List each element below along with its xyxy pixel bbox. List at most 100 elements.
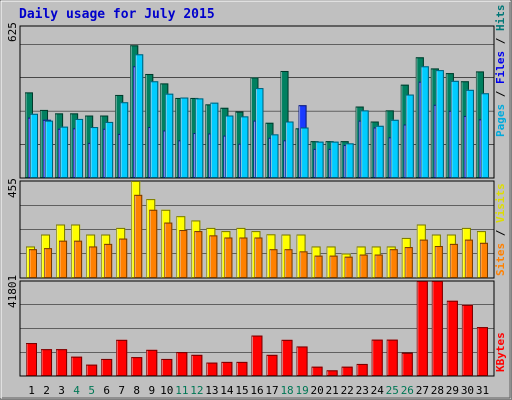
bar-sites-31 bbox=[479, 242, 488, 278]
x-tick-label: 19 bbox=[295, 384, 308, 397]
bar-pages-1 bbox=[30, 113, 38, 178]
bar-kbytes-23 bbox=[356, 363, 368, 376]
bar-sites-27 bbox=[419, 239, 428, 278]
bar-pages-14 bbox=[225, 115, 234, 178]
legend-files: Files bbox=[494, 50, 507, 84]
bar-pages-17 bbox=[270, 134, 279, 178]
bar-pages-18 bbox=[285, 121, 294, 179]
bar-kbytes-27 bbox=[416, 281, 428, 376]
y-max-label-sites: 455 bbox=[6, 178, 19, 198]
bar-kbytes-4 bbox=[71, 356, 83, 377]
legend-hits: Hits bbox=[494, 4, 507, 32]
y-max-label-kbytes: 41801 bbox=[6, 274, 19, 308]
bar-kbytes-28 bbox=[431, 281, 443, 376]
bar-sites-4 bbox=[74, 240, 83, 278]
bar-sites-1 bbox=[29, 249, 37, 279]
bar-pages-20 bbox=[315, 141, 324, 178]
x-tick-label: 23 bbox=[356, 384, 369, 397]
bar-pages-9 bbox=[150, 81, 159, 178]
bar-sites-18 bbox=[284, 249, 293, 279]
legend-sep-2: / bbox=[494, 31, 507, 51]
bar-pages-31 bbox=[480, 93, 489, 178]
legend-kbytes: KBytes bbox=[494, 332, 507, 372]
legend-pages: Pages bbox=[494, 103, 507, 137]
bar-sites-24 bbox=[374, 254, 383, 279]
bar-sites-7 bbox=[119, 238, 128, 278]
x-tick-label: 24 bbox=[371, 384, 385, 397]
x-tick-label: 31 bbox=[476, 384, 489, 397]
bar-kbytes-9 bbox=[146, 349, 158, 376]
bar-sites-25 bbox=[389, 249, 398, 279]
bar-pages-22 bbox=[345, 143, 354, 178]
x-tick-label: 20 bbox=[311, 384, 324, 397]
bar-pages-24 bbox=[375, 125, 384, 179]
bar-kbytes-31 bbox=[476, 327, 488, 377]
x-tick-label: 27 bbox=[416, 384, 429, 397]
panel-2 bbox=[19, 180, 495, 279]
bar-kbytes-20 bbox=[311, 366, 323, 376]
bar-sites-22 bbox=[344, 256, 353, 278]
bar-kbytes-2 bbox=[41, 349, 53, 377]
x-tick-label: 14 bbox=[220, 384, 234, 397]
bar-pages-15 bbox=[240, 116, 249, 179]
bar-pages-13 bbox=[210, 102, 219, 178]
bar-pages-26 bbox=[405, 94, 414, 178]
x-tick-label: 26 bbox=[401, 384, 414, 397]
bar-kbytes-29 bbox=[446, 300, 458, 377]
x-tick-label: 30 bbox=[461, 384, 474, 397]
bar-kbytes-13 bbox=[206, 362, 218, 376]
bar-sites-19 bbox=[299, 251, 308, 279]
bar-sites-26 bbox=[404, 247, 413, 278]
bar-kbytes-30 bbox=[461, 304, 473, 376]
bar-pages-28 bbox=[435, 70, 444, 178]
bar-sites-11 bbox=[179, 230, 188, 279]
x-tick-label: 6 bbox=[103, 384, 110, 397]
bar-kbytes-10 bbox=[161, 358, 173, 377]
x-tick-label: 3 bbox=[58, 384, 65, 397]
x-tick-label: 12 bbox=[190, 384, 203, 397]
x-tick-label: 25 bbox=[386, 384, 399, 397]
legend-pages-files-hits: Pages / Files / Hits bbox=[494, 5, 507, 138]
bar-sites-17 bbox=[269, 249, 278, 279]
bar-kbytes-8 bbox=[131, 357, 143, 376]
bar-sites-23 bbox=[359, 254, 368, 279]
bar-pages-27 bbox=[420, 66, 429, 178]
bar-pages-2 bbox=[45, 120, 54, 179]
legend-sep-1: / bbox=[494, 84, 507, 104]
x-tick-label: 2 bbox=[43, 384, 50, 397]
bar-kbytes-12 bbox=[191, 354, 203, 376]
bar-sites-21 bbox=[329, 255, 338, 279]
bar-kbytes-17 bbox=[266, 354, 278, 376]
x-tick-label: 11 bbox=[175, 384, 188, 397]
x-tick-label: 16 bbox=[250, 384, 263, 397]
bar-kbytes-21 bbox=[326, 370, 338, 377]
panel-1 bbox=[19, 25, 495, 179]
bar-sites-29 bbox=[449, 243, 458, 278]
bar-sites-28 bbox=[434, 246, 443, 278]
bar-sites-14 bbox=[224, 237, 233, 278]
bar-kbytes-7 bbox=[116, 339, 128, 376]
x-tick-label: 1 bbox=[28, 384, 35, 397]
legend-sites-visits: Sites / Visits bbox=[494, 183, 507, 276]
bar-sites-3 bbox=[59, 240, 68, 278]
bar-kbytes-15 bbox=[236, 361, 248, 376]
x-tick-label: 18 bbox=[280, 384, 293, 397]
bar-pages-4 bbox=[75, 118, 84, 179]
bar-sites-15 bbox=[239, 237, 248, 278]
x-tick-label: 7 bbox=[118, 384, 125, 397]
bar-kbytes-19 bbox=[296, 346, 308, 377]
x-tick-label: 4 bbox=[73, 384, 80, 397]
x-tick-label: 28 bbox=[431, 384, 444, 397]
bar-pages-7 bbox=[120, 102, 129, 178]
bar-sites-8 bbox=[134, 194, 143, 279]
bar-kbytes-6 bbox=[101, 358, 113, 377]
bar-pages-30 bbox=[465, 89, 474, 178]
x-tick-label: 22 bbox=[341, 384, 354, 397]
bar-sites-10 bbox=[164, 222, 173, 278]
bar-pages-8 bbox=[135, 54, 144, 178]
bar-kbytes-26 bbox=[401, 352, 413, 376]
bar-kbytes-18 bbox=[281, 339, 293, 376]
bar-pages-11 bbox=[180, 97, 189, 178]
bar-pages-6 bbox=[105, 121, 114, 179]
